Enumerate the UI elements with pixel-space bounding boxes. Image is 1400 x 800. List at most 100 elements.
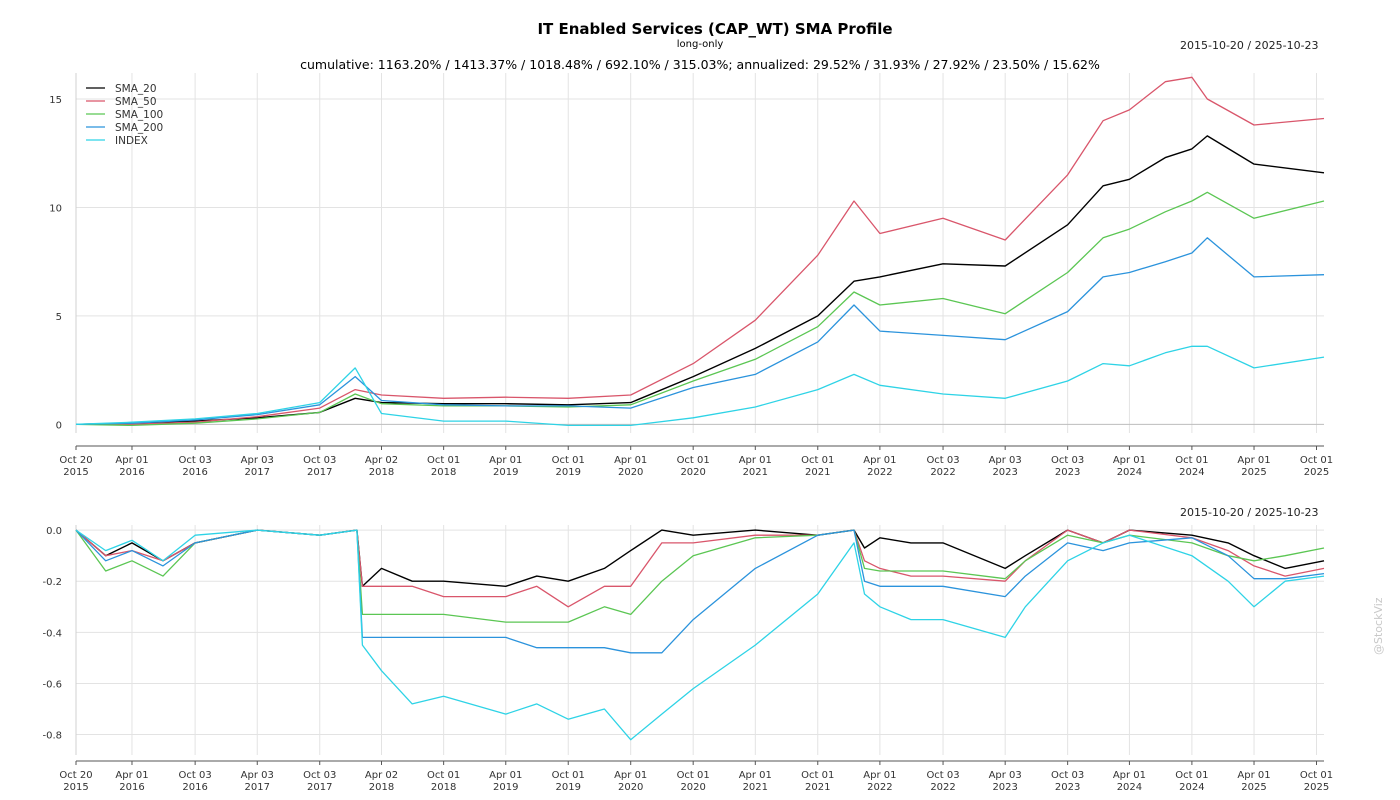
bottom-ytick-label: -0.2 [42, 577, 62, 588]
legend-label: INDEX [115, 135, 148, 147]
top-xtick-label: Apr 01 [115, 455, 148, 466]
bottom-ytick-label: -0.8 [42, 731, 62, 742]
legend-label: SMA_100 [115, 109, 163, 121]
chart-subtitle: long-only [676, 39, 724, 50]
top-xtick-year: 2023 [992, 467, 1017, 478]
top-xtick-year: 2021 [743, 467, 768, 478]
bottom-xtick-year: 2018 [369, 782, 394, 793]
performance-stats: cumulative: 1163.20% / 1413.37% / 1018.4… [300, 57, 1100, 72]
top-xtick-label: Oct 01 [677, 455, 710, 466]
bottom-xtick-year: 2015 [63, 782, 88, 793]
legend-label: SMA_20 [115, 83, 157, 95]
bottom-xtick-label: Oct 03 [926, 770, 959, 781]
top-xtick-year: 2025 [1304, 467, 1329, 478]
bottom-series-sma-50 [75, 529, 1325, 608]
top-xtick-label: Oct 01 [801, 455, 834, 466]
top-ytick-label: 0 [56, 420, 62, 431]
bottom-xtick-label: Apr 01 [1237, 770, 1270, 781]
bottom-xtick-year: 2022 [867, 782, 892, 793]
top-series-sma-50 [76, 76, 1325, 425]
bottom-xtick-year: 2016 [182, 782, 207, 793]
bottom-xtick-label: Oct 01 [801, 770, 834, 781]
legend-label: SMA_50 [115, 96, 157, 108]
bottom-xtick-label: Oct 01 [1300, 770, 1333, 781]
bottom-xtick-year: 2024 [1179, 782, 1204, 793]
top-xtick-year: 2021 [805, 467, 830, 478]
bottom-xtick-label: Apr 03 [241, 770, 274, 781]
top-xtick-label: Apr 03 [241, 455, 274, 466]
bottom-xtick-year: 2020 [680, 782, 705, 793]
bottom-ytick-label: -0.4 [42, 628, 62, 639]
bottom-series-sma-20 [75, 529, 1325, 587]
top-ytick-label: 5 [56, 312, 62, 323]
bottom-xtick-label: Oct 03 [303, 770, 336, 781]
bottom-xtick-label: Apr 01 [863, 770, 896, 781]
top-xtick-label: Oct 01 [427, 455, 460, 466]
top-xtick-year: 2017 [245, 467, 270, 478]
top-xtick-year: 2018 [369, 467, 394, 478]
bottom-xtick-label: Apr 03 [989, 770, 1022, 781]
bottom-xtick-label: Apr 01 [739, 770, 772, 781]
top-xtick-label: Oct 03 [1051, 455, 1084, 466]
bottom-xtick-label: Oct 01 [677, 770, 710, 781]
top-series-sma-100 [75, 191, 1325, 427]
top-series-sma-200 [75, 237, 1325, 425]
top-xtick-year: 2019 [556, 467, 581, 478]
bottom-xtick-label: Apr 01 [614, 770, 647, 781]
top-xtick-label: Apr 01 [614, 455, 647, 466]
top-xtick-label: Apr 01 [1113, 455, 1146, 466]
bottom-xtick-year: 2017 [307, 782, 332, 793]
bottom-ytick-label: -0.6 [42, 679, 62, 690]
bottom-xtick-year: 2024 [1117, 782, 1142, 793]
bottom-xtick-year: 2023 [992, 782, 1017, 793]
bottom-ytick-label: 0.0 [46, 526, 62, 537]
top-xtick-label: Oct 20 [59, 455, 92, 466]
date-range-bottom: 2015-10-20 / 2025-10-23 [1180, 506, 1319, 519]
bottom-xtick-year: 2016 [119, 782, 144, 793]
bottom-xtick-label: Oct 01 [552, 770, 585, 781]
bottom-xtick-label: Oct 20 [59, 770, 92, 781]
chart-title: IT Enabled Services (CAP_WT) SMA Profile [537, 20, 893, 38]
bottom-xtick-year: 2020 [618, 782, 643, 793]
bottom-xtick-year: 2019 [556, 782, 581, 793]
bottom-series-sma-100 [75, 529, 1325, 623]
bottom-xtick-label: Apr 01 [1113, 770, 1146, 781]
bottom-xtick-label: Oct 03 [1051, 770, 1084, 781]
top-xtick-label: Apr 01 [1237, 455, 1270, 466]
top-xtick-label: Apr 02 [365, 455, 398, 466]
bottom-xtick-label: Oct 01 [427, 770, 460, 781]
top-xtick-year: 2015 [63, 467, 88, 478]
top-xtick-label: Apr 01 [489, 455, 522, 466]
bottom-xtick-year: 2021 [805, 782, 830, 793]
bottom-xtick-year: 2021 [743, 782, 768, 793]
top-xtick-label: Oct 03 [926, 455, 959, 466]
top-xtick-label: Oct 01 [1175, 455, 1208, 466]
bottom-xtick-year: 2022 [930, 782, 955, 793]
top-xtick-label: Apr 03 [989, 455, 1022, 466]
top-xtick-year: 2018 [431, 467, 456, 478]
bottom-xtick-year: 2023 [1055, 782, 1080, 793]
bottom-xtick-year: 2019 [493, 782, 518, 793]
bottom-series-index [75, 529, 1325, 741]
top-xtick-year: 2020 [680, 467, 705, 478]
top-xtick-year: 2025 [1241, 467, 1266, 478]
top-xtick-year: 2020 [618, 467, 643, 478]
top-xtick-label: Oct 01 [1300, 455, 1333, 466]
bottom-series-sma-200 [75, 529, 1325, 654]
top-xtick-label: Oct 03 [179, 455, 212, 466]
top-xtick-year: 2017 [307, 467, 332, 478]
top-series-sma-20 [75, 135, 1325, 425]
bottom-xtick-year: 2025 [1241, 782, 1266, 793]
bottom-xtick-label: Apr 02 [365, 770, 398, 781]
top-xtick-label: Oct 01 [552, 455, 585, 466]
bottom-xtick-label: Oct 01 [1175, 770, 1208, 781]
bottom-xtick-label: Oct 03 [179, 770, 212, 781]
top-xtick-year: 2022 [930, 467, 955, 478]
top-ytick-label: 15 [49, 95, 62, 106]
bottom-xtick-label: Apr 01 [115, 770, 148, 781]
top-xtick-year: 2023 [1055, 467, 1080, 478]
top-xtick-year: 2024 [1117, 467, 1142, 478]
